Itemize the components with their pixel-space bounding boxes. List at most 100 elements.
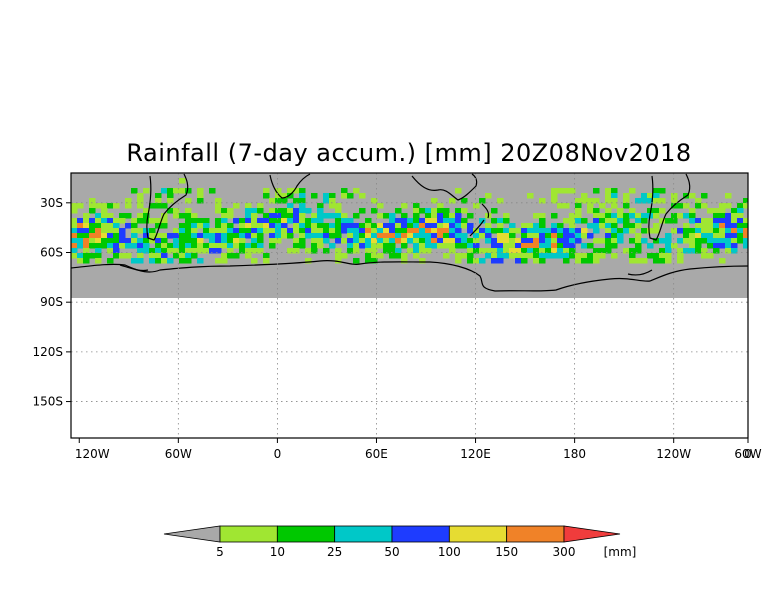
rain-cell (161, 188, 168, 194)
rain-cell (131, 258, 138, 264)
rain-cell (725, 243, 732, 249)
rain-cell (527, 223, 534, 229)
rain-cell (185, 253, 192, 259)
rain-cell (245, 213, 252, 219)
rain-cell (377, 243, 384, 249)
rain-cell (359, 243, 366, 249)
rain-cell (521, 258, 528, 264)
rain-cell (185, 243, 192, 249)
rain-cell (317, 243, 324, 249)
rain-cell (605, 228, 612, 234)
rain-cell (659, 218, 666, 224)
rain-cell (623, 248, 630, 254)
rain-cell (551, 213, 558, 219)
rain-cell (467, 238, 474, 244)
rain-cell (167, 198, 174, 204)
rain-cell (719, 233, 726, 239)
rain-cell (353, 223, 360, 229)
africa-coastline (269, 173, 311, 199)
rain-cell (245, 218, 252, 224)
rain-cell (701, 248, 708, 254)
rain-cell (581, 218, 588, 224)
rain-cell (251, 233, 258, 239)
rain-cell (611, 193, 618, 199)
rain-cell (623, 213, 630, 219)
rain-cell (173, 228, 180, 234)
rain-cell (569, 233, 576, 239)
lon-tick-label: 60W (734, 447, 761, 461)
lon-tick-label: 60E (365, 447, 388, 461)
rain-cell (629, 258, 636, 264)
rain-cell (323, 238, 330, 244)
rain-cell (311, 213, 318, 219)
rain-cell (425, 248, 432, 254)
rain-cell (725, 203, 732, 209)
rain-cell (635, 223, 642, 229)
rain-cell (443, 223, 450, 229)
rain-cell (95, 223, 102, 229)
rain-cell (383, 238, 390, 244)
rain-cell (713, 208, 720, 214)
rain-cell (335, 238, 342, 244)
rain-cell (599, 213, 606, 219)
rain-cell (413, 218, 420, 224)
rain-cell (551, 193, 558, 199)
rain-cell (341, 253, 348, 259)
rain-cell (677, 238, 684, 244)
rain-cell (437, 233, 444, 239)
rain-cell (527, 243, 534, 249)
rain-cell (647, 198, 654, 204)
rain-cell (557, 248, 564, 254)
rain-cell (539, 228, 546, 234)
rain-cell (287, 193, 294, 199)
rain-cell (635, 258, 642, 264)
rain-cell (155, 233, 162, 239)
rain-cell (623, 193, 630, 199)
rain-cell (725, 223, 732, 229)
rain-cell (419, 208, 426, 214)
rain-cell (185, 248, 192, 254)
rain-cell (287, 203, 294, 209)
rain-cell (227, 208, 234, 214)
rain-cell (533, 243, 540, 249)
rain-cell (743, 218, 748, 224)
rain-cell (335, 258, 342, 264)
rain-cell (179, 243, 186, 249)
rain-cell (251, 243, 258, 249)
rain-cell (509, 253, 516, 259)
rain-cell (371, 238, 378, 244)
rain-cell (179, 178, 186, 184)
rain-cell (245, 253, 252, 259)
rain-cell (77, 258, 84, 264)
rain-cell (107, 223, 114, 229)
rain-cell (305, 208, 312, 214)
rain-cell (431, 223, 438, 229)
rain-cell (113, 238, 120, 244)
rain-cell (659, 208, 666, 214)
rain-cell (125, 238, 132, 244)
rain-cell (545, 248, 552, 254)
rain-cell (509, 248, 516, 254)
rain-cell (359, 208, 366, 214)
rain-cell (461, 223, 468, 229)
rain-cell (113, 233, 120, 239)
rain-cell (353, 228, 360, 234)
rain-cell (611, 228, 618, 234)
rain-cell (401, 253, 408, 259)
rain-cell (389, 223, 396, 229)
rain-cell (101, 218, 108, 224)
rain-cell (269, 233, 276, 239)
rain-cell (137, 213, 144, 219)
rain-cell (371, 198, 378, 204)
rain-cell (521, 243, 528, 249)
rain-cell (485, 233, 492, 239)
rain-cell (695, 248, 702, 254)
rain-cell (743, 223, 748, 229)
rain-cell (569, 238, 576, 244)
rain-cell (431, 198, 438, 204)
rain-cell (503, 233, 510, 239)
rain-cell (467, 248, 474, 254)
rain-cell (365, 243, 372, 249)
rain-cell (437, 238, 444, 244)
lon-tick-label: 120W (75, 447, 110, 461)
